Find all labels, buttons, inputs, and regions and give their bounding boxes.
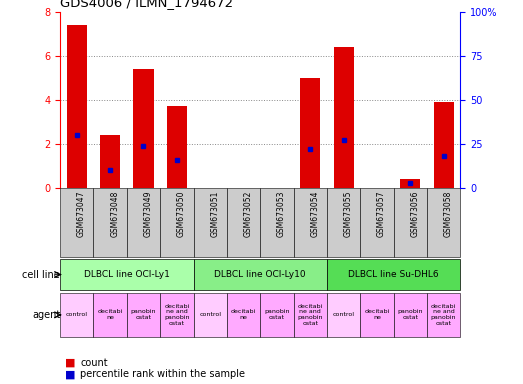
Bar — [327, 259, 460, 290]
Bar — [394, 293, 427, 337]
Bar — [334, 47, 354, 188]
Text: control: control — [66, 312, 88, 318]
Bar — [160, 293, 194, 337]
Bar — [127, 188, 160, 257]
Text: agent: agent — [32, 310, 60, 320]
Text: GSM673056: GSM673056 — [410, 190, 419, 237]
Text: GSM673057: GSM673057 — [377, 190, 386, 237]
Text: decitabi
ne and
panobin
ostat: decitabi ne and panobin ostat — [431, 304, 457, 326]
Text: decitabi
ne and
panobin
ostat: decitabi ne and panobin ostat — [298, 304, 323, 326]
Bar — [360, 188, 393, 257]
Text: GSM673058: GSM673058 — [444, 190, 452, 237]
Text: panobin
ostat: panobin ostat — [131, 310, 156, 320]
Text: DLBCL line OCI-Ly1: DLBCL line OCI-Ly1 — [84, 270, 170, 279]
Bar — [167, 106, 187, 188]
Bar — [293, 293, 327, 337]
Text: GSM673055: GSM673055 — [344, 190, 353, 237]
Bar — [360, 293, 393, 337]
Text: ■: ■ — [65, 358, 76, 368]
Text: ■: ■ — [65, 369, 76, 379]
Bar — [194, 293, 227, 337]
Text: count: count — [80, 358, 108, 368]
Bar — [327, 293, 360, 337]
Bar — [194, 259, 327, 290]
Bar — [427, 188, 460, 257]
Text: GSM673050: GSM673050 — [177, 190, 186, 237]
Text: decitabi
ne and
panobin
ostat: decitabi ne and panobin ostat — [164, 304, 190, 326]
Bar — [260, 188, 293, 257]
Bar — [434, 102, 453, 188]
Text: decitabi
ne: decitabi ne — [231, 310, 256, 320]
Bar — [300, 78, 320, 188]
Bar — [394, 188, 427, 257]
Bar — [60, 259, 194, 290]
Bar — [94, 293, 127, 337]
Text: DLBCL line Su-DHL6: DLBCL line Su-DHL6 — [348, 270, 439, 279]
Text: panobin
ostat: panobin ostat — [264, 310, 290, 320]
Bar — [100, 135, 120, 188]
Text: percentile rank within the sample: percentile rank within the sample — [80, 369, 245, 379]
Text: panobin
ostat: panobin ostat — [397, 310, 423, 320]
Text: cell line: cell line — [22, 270, 60, 280]
Bar — [400, 179, 420, 188]
Text: GSM673051: GSM673051 — [210, 190, 219, 237]
Bar — [427, 293, 460, 337]
Text: GSM673049: GSM673049 — [143, 190, 153, 237]
Bar — [293, 188, 327, 257]
Text: GSM673054: GSM673054 — [310, 190, 319, 237]
Bar — [60, 293, 94, 337]
Bar — [327, 188, 360, 257]
Text: DLBCL line OCI-Ly10: DLBCL line OCI-Ly10 — [214, 270, 306, 279]
Bar — [260, 293, 293, 337]
Bar — [94, 188, 127, 257]
Text: GDS4006 / ILMN_1794672: GDS4006 / ILMN_1794672 — [60, 0, 233, 9]
Bar — [160, 188, 194, 257]
Bar — [227, 293, 260, 337]
Bar — [194, 188, 227, 257]
Bar — [67, 25, 87, 188]
Bar — [127, 293, 160, 337]
Text: GSM673052: GSM673052 — [244, 190, 253, 237]
Text: GSM673048: GSM673048 — [110, 190, 119, 237]
Text: GSM673053: GSM673053 — [277, 190, 286, 237]
Text: control: control — [199, 312, 221, 318]
Text: GSM673047: GSM673047 — [77, 190, 86, 237]
Text: control: control — [333, 312, 355, 318]
Text: decitabi
ne: decitabi ne — [364, 310, 390, 320]
Bar — [133, 69, 154, 188]
Bar — [227, 188, 260, 257]
Text: decitabi
ne: decitabi ne — [97, 310, 123, 320]
Bar — [60, 188, 94, 257]
